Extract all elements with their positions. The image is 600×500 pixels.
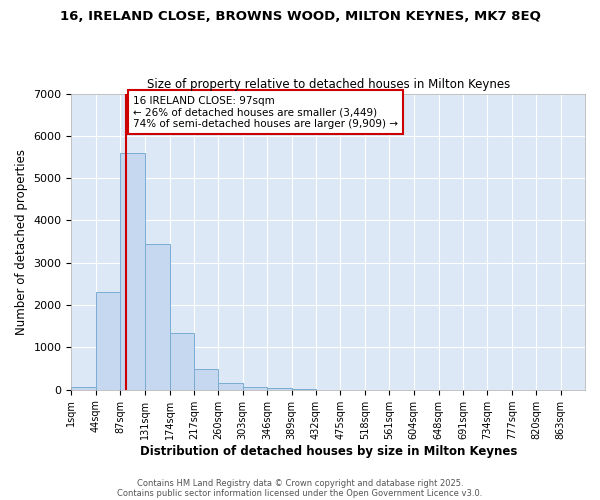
Bar <box>120 153 145 390</box>
Bar <box>71 386 96 390</box>
Bar <box>218 383 243 390</box>
Bar <box>170 332 194 390</box>
Text: Contains HM Land Registry data © Crown copyright and database right 2025.: Contains HM Land Registry data © Crown c… <box>137 478 463 488</box>
X-axis label: Distribution of detached houses by size in Milton Keynes: Distribution of detached houses by size … <box>140 444 517 458</box>
Bar <box>267 388 292 390</box>
Title: Size of property relative to detached houses in Milton Keynes: Size of property relative to detached ho… <box>146 78 510 91</box>
Text: Contains public sector information licensed under the Open Government Licence v3: Contains public sector information licen… <box>118 488 482 498</box>
Bar <box>194 370 218 390</box>
Y-axis label: Number of detached properties: Number of detached properties <box>15 148 28 334</box>
Text: 16 IRELAND CLOSE: 97sqm
← 26% of detached houses are smaller (3,449)
74% of semi: 16 IRELAND CLOSE: 97sqm ← 26% of detache… <box>133 96 398 129</box>
Bar <box>96 292 120 390</box>
Bar <box>243 387 267 390</box>
Bar <box>145 244 170 390</box>
Text: 16, IRELAND CLOSE, BROWNS WOOD, MILTON KEYNES, MK7 8EQ: 16, IRELAND CLOSE, BROWNS WOOD, MILTON K… <box>59 10 541 23</box>
